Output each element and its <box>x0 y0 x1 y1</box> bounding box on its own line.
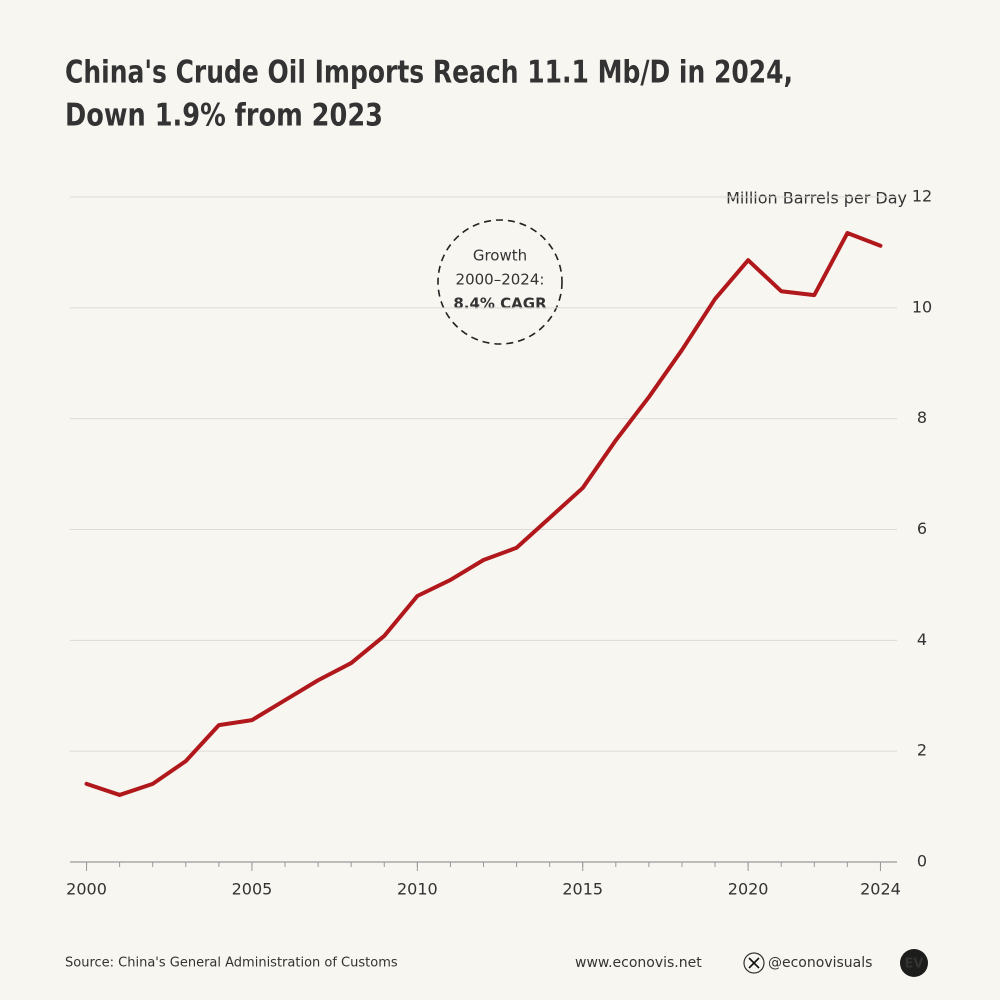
chart-title: Down 1.9% from 2023 <box>65 98 383 134</box>
x-icon <box>748 957 760 969</box>
annotation: 8.4% CAGR <box>453 295 547 313</box>
handle: @econovisuals <box>768 955 872 971</box>
x-tick-label: 2010 <box>397 880 438 899</box>
annotation: Growth <box>473 247 527 265</box>
y-tick-label: 10 <box>912 297 932 316</box>
annotation-circle <box>437 219 563 345</box>
y-tick-label: 0 <box>917 852 927 871</box>
logo: EV <box>905 957 924 972</box>
annotation: 2000–2024: <box>456 271 545 289</box>
logo <box>900 949 928 977</box>
chart-title: China's Crude Oil Imports Reach 11.1 Mb/… <box>65 55 793 91</box>
x-tick-label: 2005 <box>232 880 273 899</box>
x-tick-label: 2015 <box>562 880 603 899</box>
x-tick-label: 2020 <box>728 880 769 899</box>
y-tick-label: 8 <box>917 408 927 427</box>
source: Source: China's General Administration o… <box>65 956 398 971</box>
y-tick-label: 4 <box>917 630 927 649</box>
y-tick-label: 12 <box>912 187 932 206</box>
y-tick-label: 2 <box>917 741 927 760</box>
y-axis-label: Million Barrels per Day <box>726 189 907 208</box>
x-icon <box>743 952 765 974</box>
x-tick-label: 2000 <box>66 880 107 899</box>
y-tick-label: 6 <box>917 519 927 538</box>
data-line <box>84 231 883 797</box>
x-tick-label: 2024 <box>860 880 901 899</box>
website: www.econovis.net <box>575 955 702 971</box>
